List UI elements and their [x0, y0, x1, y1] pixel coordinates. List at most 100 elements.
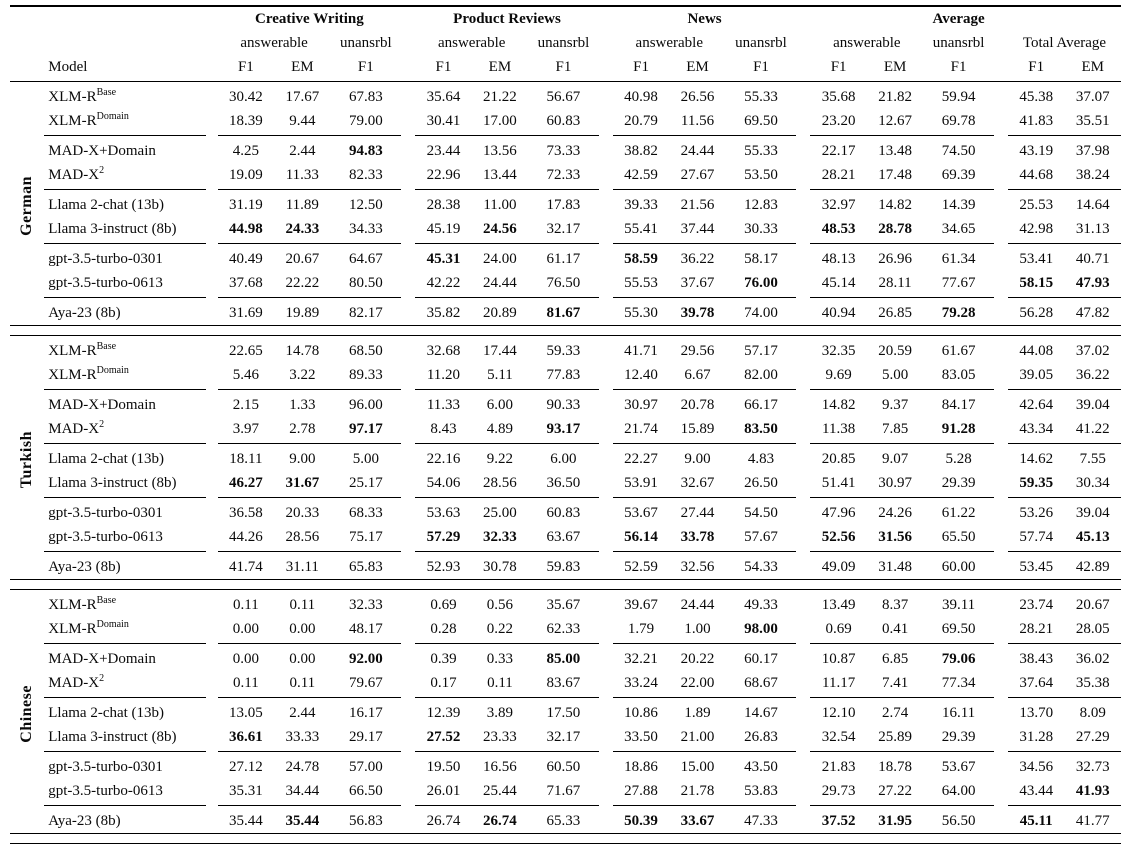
value-cell: 23.74	[1019, 597, 1054, 613]
value-cell: 45.38	[1019, 89, 1054, 105]
value-cell: 13.48	[878, 143, 912, 159]
value-cell: 53.83	[725, 779, 797, 806]
value-cell: 41.93	[1064, 779, 1121, 806]
table-row: Llama 3-instruct (8b) 44.98 24.33 34.33 45.1…	[10, 217, 1121, 244]
value-cell: 11.89	[285, 197, 319, 213]
model-name: gpt-3.5-turbo-0613	[44, 271, 206, 298]
value-cell: 28.56	[274, 525, 331, 552]
value-cell: 35.44	[285, 813, 320, 829]
value-cell: 22.96	[415, 163, 472, 190]
value-cell: 61.22	[941, 505, 976, 521]
value-cell: 83.05	[923, 363, 994, 390]
model-name: Llama 2-chat (13b)	[48, 451, 165, 467]
value-cell: 54.33	[744, 559, 778, 575]
value-cell: 0.28	[415, 617, 472, 644]
f1-label: F1	[923, 55, 994, 82]
value-cell: 75.17	[330, 525, 402, 552]
value-cell: 3.22	[274, 363, 331, 390]
value-cell: 71.67	[528, 779, 599, 806]
value-cell: 0.69	[430, 597, 457, 613]
value-cell: 63.67	[528, 525, 599, 552]
value-cell: 0.41	[866, 617, 924, 644]
table-row: XLM-RDomain 0.00 0.00 48.17 0.28 0.22 62.33 1.7…	[10, 617, 1121, 644]
value-cell: 23.44	[426, 143, 461, 159]
value-cell: 32.21	[624, 651, 658, 667]
value-cell: 34.33	[330, 217, 402, 244]
value-cell: 11.00	[483, 197, 517, 213]
value-cell: 68.33	[348, 505, 383, 521]
value-cell: 20.79	[612, 109, 670, 136]
model-name: XLM-RDomain	[44, 363, 206, 390]
value-cell: 21.83	[821, 759, 856, 775]
value-cell: 30.42	[229, 89, 263, 105]
value-cell: 11.33	[274, 163, 331, 190]
value-cell: 34.65	[923, 217, 994, 244]
value-cell: 74.00	[744, 305, 778, 321]
model-superscript: 2	[99, 419, 105, 430]
value-cell: 27.22	[866, 779, 924, 806]
value-cell: 14.82	[821, 397, 856, 413]
value-cell: 2.44	[289, 143, 316, 159]
value-cell: 4.83	[747, 451, 775, 467]
em-label: EM	[274, 55, 331, 82]
table-row: Chinese XLM-RBase 0.11 0.11 32.33 0.69 0.56 35.…	[10, 590, 1121, 743]
value-cell: 30.78	[483, 559, 517, 575]
value-cell: 57.74	[1007, 525, 1065, 552]
value-cell: 79.28	[941, 305, 976, 321]
value-cell: 31.13	[1064, 217, 1121, 244]
value-cell: 17.44	[483, 343, 517, 359]
value-cell: 53.50	[725, 163, 797, 190]
value-cell: 22.16	[426, 451, 461, 467]
group-title-product-reviews: Product Reviews	[453, 11, 561, 27]
value-cell: 64.00	[923, 779, 994, 806]
unanswerable-label: unansrbl	[537, 35, 590, 51]
value-cell: 49.09	[821, 559, 856, 575]
model-name: Llama 3-instruct (8b)	[44, 471, 206, 498]
value-cell: 20.22	[680, 651, 715, 667]
table-row: gpt-3.5-turbo-0301 40.49 20.67 64.67 45.31 24…	[10, 244, 1121, 272]
value-cell: 0.11	[471, 671, 529, 698]
value-cell: 31.11	[285, 559, 319, 575]
model-superscript: 2	[99, 673, 105, 684]
value-cell: 12.10	[821, 705, 856, 721]
model-name: gpt-3.5-turbo-0613	[44, 779, 206, 806]
value-cell: 11.38	[810, 417, 867, 444]
value-cell: 42.59	[612, 163, 670, 190]
value-cell: 32.97	[821, 197, 856, 213]
value-cell: 47.96	[821, 505, 856, 521]
value-cell: 9.00	[684, 451, 711, 467]
value-cell: 73.33	[546, 143, 581, 159]
value-cell: 54.50	[744, 505, 778, 521]
value-cell: 39.11	[941, 597, 976, 613]
value-cell: 69.78	[923, 109, 994, 136]
value-cell: 24.33	[274, 217, 331, 244]
value-cell: 24.56	[471, 217, 529, 244]
value-cell: 30.34	[1064, 471, 1121, 498]
model-name: Aya-23 (8b)	[48, 559, 121, 575]
value-cell: 43.34	[1007, 417, 1065, 444]
value-cell: 13.70	[1019, 705, 1054, 721]
value-cell: 3.89	[486, 705, 514, 721]
value-cell: 37.98	[1075, 143, 1110, 159]
table-row: gpt-3.5-turbo-0301 27.12 24.78 57.00 19.50 16…	[10, 752, 1121, 780]
value-cell: 22.22	[274, 271, 331, 298]
value-cell: 39.04	[1075, 505, 1110, 521]
value-cell: 72.33	[528, 163, 599, 190]
value-cell: 31.48	[878, 559, 912, 575]
value-cell: 16.56	[483, 759, 517, 775]
value-cell: 25.00	[483, 505, 517, 521]
table-row: Aya-23 (8b) 31.69 19.89 82.17 35.82 20.89 81.6…	[10, 298, 1121, 326]
value-cell: 24.78	[285, 759, 320, 775]
value-cell: 20.78	[680, 397, 715, 413]
value-cell: 60.83	[528, 109, 599, 136]
value-cell: 61.34	[941, 251, 976, 267]
value-cell: 42.64	[1019, 397, 1054, 413]
value-cell: 17.50	[546, 705, 581, 721]
model-name: XLM-RBase	[48, 595, 117, 614]
value-cell: 51.41	[810, 471, 867, 498]
value-cell: 31.19	[229, 197, 263, 213]
unanswerable-label: unansrbl	[340, 35, 392, 51]
model-name: gpt-3.5-turbo-0301	[48, 505, 163, 521]
value-cell: 40.94	[821, 305, 856, 321]
value-cell: 41.74	[229, 559, 263, 575]
